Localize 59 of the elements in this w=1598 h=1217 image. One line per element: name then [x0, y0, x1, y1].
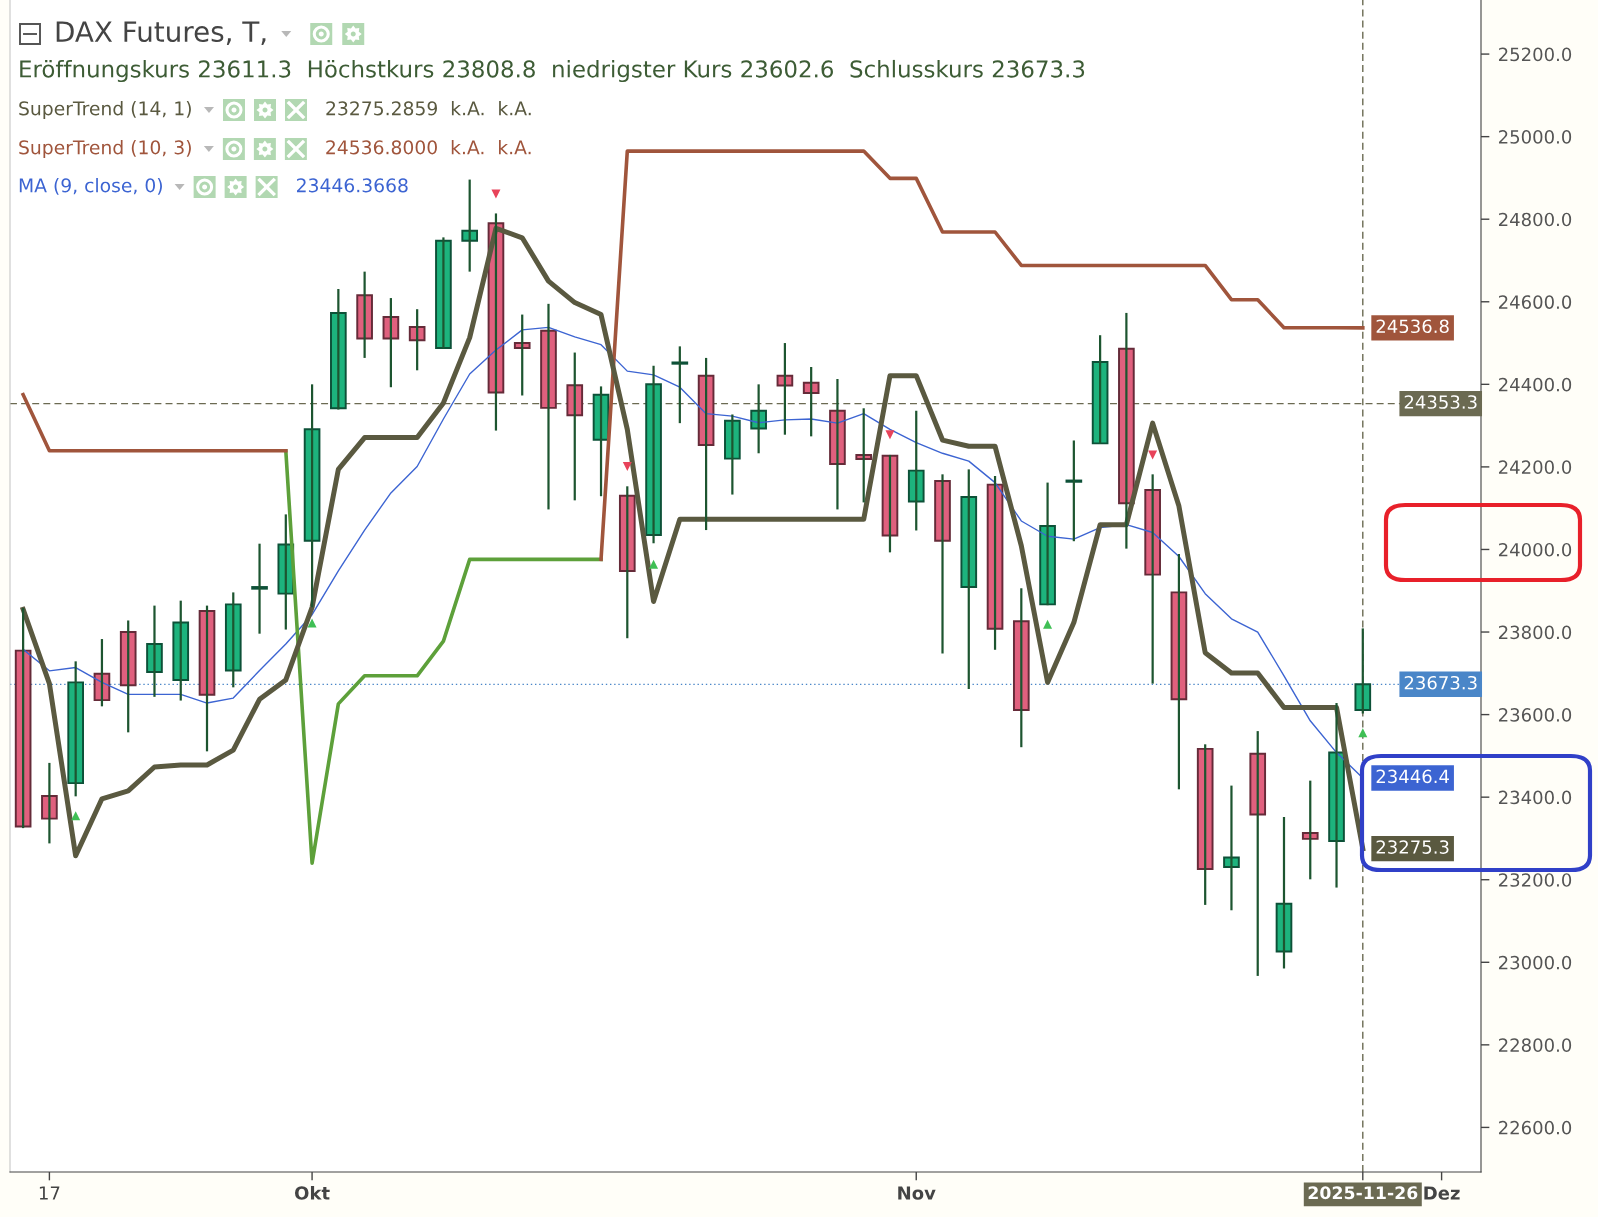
candlestick: [907, 409, 925, 532]
candlestick: [224, 591, 242, 689]
candlestick: [330, 287, 347, 411]
y-tick-label: 22800.0: [1498, 1038, 1572, 1052]
y-tick-label: 25000.0: [1498, 130, 1572, 144]
candlestick: [1354, 627, 1372, 715]
data-label: 24536.8: [1376, 319, 1449, 334]
y-tick-label: 22600.0: [1498, 1120, 1572, 1135]
y-tick-label: 24400.0: [1498, 377, 1572, 392]
y-tick-label: 24800.0: [1498, 212, 1572, 227]
text: SuperTrend (14, 1): [19, 100, 191, 120]
candlestick: [1223, 784, 1240, 912]
candlestick: [1196, 743, 1214, 907]
text: DAX Futures, T,: [56, 21, 266, 45]
candlestick: [724, 413, 741, 496]
text: SuperTrend (10, 3): [19, 139, 191, 159]
candlestick: [172, 599, 190, 702]
candlestick: [1301, 779, 1319, 881]
candlestick: [1249, 730, 1267, 978]
y-tick-label: 23000.0: [1498, 955, 1572, 970]
annotation: 24536.8000 k.A. k.A.: [326, 139, 531, 155]
y-tick-label: 23400.0: [1498, 790, 1572, 805]
x-tick-label: Okt: [294, 1185, 330, 1200]
candlestick: [671, 345, 689, 425]
y-tick-label: 23600.0: [1498, 708, 1572, 722]
point: [1043, 619, 1053, 629]
candlestick: [566, 351, 584, 502]
x-tick-label: Dez: [1424, 1186, 1460, 1200]
candlestick: [618, 485, 636, 640]
annotation: 23275.2859 k.A. k.A.: [326, 100, 531, 116]
ref-line-label: 24353.3: [1404, 395, 1477, 409]
annotation: 23446.3668: [297, 178, 408, 193]
candlestick: [855, 407, 873, 504]
y-tick-label: 23800.0: [1498, 625, 1572, 640]
y-tick-label: 24600.0: [1498, 295, 1572, 309]
candlestick: [461, 178, 479, 273]
text: MA (9, close, 0): [19, 177, 162, 195]
candlestick: [356, 270, 373, 360]
ref-line-label: 23673.3: [1404, 675, 1477, 690]
y-tick-label: 24200.0: [1498, 460, 1572, 475]
x-tick-label: Nov: [898, 1186, 936, 1200]
x-tick-label: 2025-11-26: [1308, 1186, 1418, 1200]
candlestick: [251, 542, 268, 635]
candlestick: [67, 660, 84, 798]
candlestick: [1012, 587, 1030, 749]
point: [885, 430, 895, 440]
candlestick: [119, 619, 137, 734]
y-tick-label: 25200.0: [1498, 47, 1572, 62]
data-label: 23275.3: [1376, 840, 1449, 854]
point: [1148, 450, 1158, 460]
data-label: 23446.4: [1376, 769, 1449, 784]
text: Eröffnungskurs 23611.3 Höchstkurs 23808.8 niedrigster Kurs 23602.6 Schlusskurs 23673.3: [20, 59, 1085, 83]
candlestick: [513, 313, 531, 397]
y-tick-label: 23200.0: [1498, 873, 1572, 887]
point: [649, 559, 659, 569]
y-tick-label: 24000.0: [1498, 542, 1572, 557]
x-tick-label: 17: [39, 1186, 60, 1200]
point: [622, 461, 632, 471]
candlestick: [960, 468, 978, 691]
